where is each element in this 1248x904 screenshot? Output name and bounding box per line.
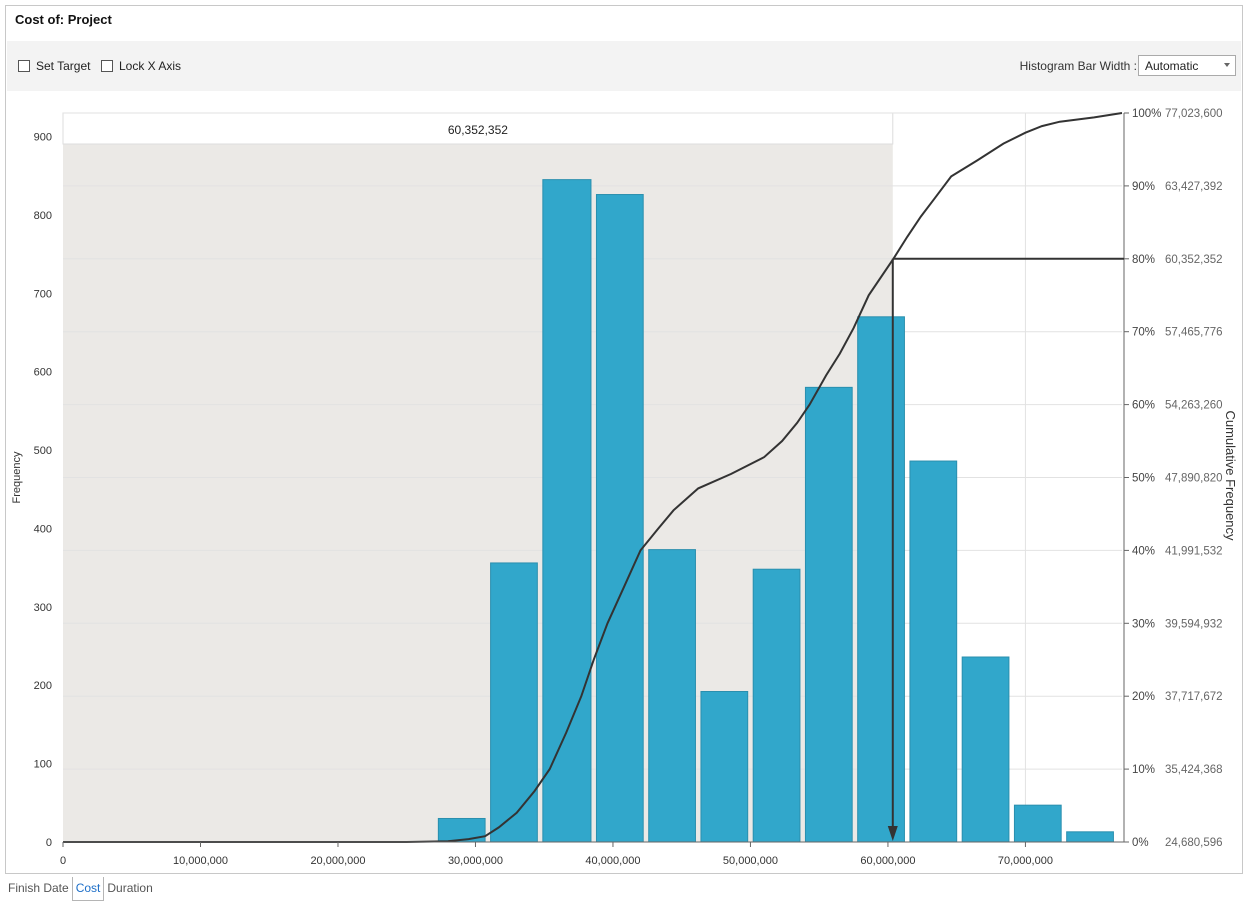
x-tick-label: 50,000,000: [723, 855, 778, 867]
histogram-bar: [804, 386, 853, 843]
cumulative-value-label: 60,352,352: [1165, 254, 1223, 266]
cumulative-pct-label: 60%: [1132, 400, 1155, 412]
x-tick-label: 10,000,000: [173, 855, 228, 867]
histogram-bar: [1066, 831, 1114, 843]
histogram-bar: [437, 817, 486, 843]
y2-axis-title: Cumulative Frequency: [1223, 410, 1238, 541]
x-tick-label: 70,000,000: [998, 855, 1053, 867]
bar-width-label: Histogram Bar Width :: [1019, 59, 1137, 73]
y-tick-label: 500: [34, 445, 52, 457]
bar-width-value: Automatic: [1145, 59, 1199, 73]
bar-width-select[interactable]: Automatic: [1138, 55, 1236, 76]
set-target-label: Set Target: [36, 59, 91, 73]
chart-tabs: Finish Date Cost Duration: [5, 877, 156, 901]
cumulative-pct-label: 40%: [1132, 545, 1155, 557]
histogram-bar: [961, 656, 1010, 843]
y-tick-label: 300: [34, 602, 52, 614]
cumulative-pct-label: 10%: [1132, 764, 1155, 776]
histogram-bar: [909, 460, 958, 843]
cumulative-pct-label: 50%: [1132, 473, 1155, 485]
cumulative-value-label: 39,594,932: [1165, 618, 1223, 630]
cumulative-value-label: 35,424,368: [1165, 764, 1223, 776]
cumulative-value-label: 47,890,820: [1165, 473, 1223, 485]
cumulative-value-label: 41,991,532: [1165, 545, 1223, 557]
x-tick-label: 20,000,000: [310, 855, 365, 867]
histogram-bar: [857, 316, 905, 843]
y-axis-title: Frequency: [11, 451, 23, 503]
cumulative-value-label: 57,465,776: [1165, 327, 1223, 339]
cumulative-pct-label: 20%: [1132, 691, 1155, 703]
y-tick-label: 200: [34, 680, 52, 692]
cumulative-value-label: 77,023,600: [1165, 108, 1223, 120]
cumulative-pct-label: 80%: [1132, 254, 1155, 266]
target-value-label: 60,352,352: [448, 123, 508, 137]
cumulative-pct-label: 90%: [1132, 181, 1155, 193]
x-tick-label: 60,000,000: [860, 855, 915, 867]
cumulative-pct-label: 30%: [1132, 618, 1155, 630]
cumulative-value-label: 24,680,596: [1165, 837, 1223, 849]
cumulative-pct-label: 100%: [1132, 108, 1161, 120]
histogram-bar: [752, 568, 801, 843]
histogram-bar: [542, 179, 592, 843]
cumulative-value-label: 54,263,260: [1165, 400, 1223, 412]
target-value-band: [62, 112, 894, 145]
y-tick-label: 100: [34, 759, 52, 771]
x-tick-label: 40,000,000: [585, 855, 640, 867]
cumulative-pct-label: 70%: [1132, 327, 1155, 339]
histogram-bar: [595, 194, 644, 843]
set-target-checkbox[interactable]: Set Target: [18, 59, 90, 73]
chart-toolbar: Set Target Lock X Axis Histogram Bar Wid…: [7, 41, 1241, 91]
target-arrow-head: [887, 826, 898, 841]
histogram-bar: [1013, 804, 1062, 843]
lock-x-axis-checkbox[interactable]: Lock X Axis: [101, 59, 181, 73]
y-tick-label: 0: [46, 837, 52, 849]
cumulative-pct-label: 0%: [1132, 837, 1149, 849]
y-tick-label: 600: [34, 367, 52, 379]
histogram-bar: [648, 549, 696, 843]
chevron-down-icon[interactable]: [1224, 63, 1230, 67]
set-target-checkbox-box[interactable]: [18, 60, 30, 72]
cumulative-value-label: 37,717,672: [1165, 691, 1223, 703]
tab-finish-date[interactable]: Finish Date: [8, 881, 69, 895]
histogram-bar: [700, 690, 749, 843]
y-tick-label: 800: [34, 210, 52, 222]
cumulative-value-label: 63,427,392: [1165, 181, 1223, 193]
y-tick-label: 900: [34, 132, 52, 144]
lock-x-axis-label: Lock X Axis: [119, 59, 182, 73]
lock-x-axis-checkbox-box[interactable]: [101, 60, 113, 72]
y-tick-label: 400: [34, 523, 52, 535]
y-tick-label: 700: [34, 288, 52, 300]
window-title: Cost of: Project: [15, 12, 112, 27]
histogram-bar: [490, 562, 538, 843]
cumulative-curve: [63, 112, 1123, 843]
tab-cost[interactable]: Cost: [71, 877, 105, 901]
x-tick-label: 0: [60, 855, 66, 867]
x-tick-label: 30,000,000: [448, 855, 503, 867]
tab-duration[interactable]: Duration: [107, 881, 153, 895]
